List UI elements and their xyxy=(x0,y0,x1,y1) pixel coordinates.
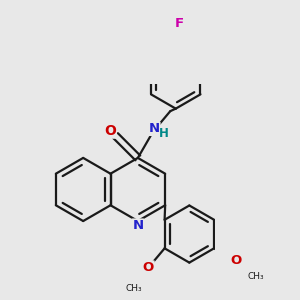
Text: O: O xyxy=(104,124,116,138)
Text: O: O xyxy=(143,261,154,274)
Text: H: H xyxy=(158,127,168,140)
Text: O: O xyxy=(230,254,241,267)
Text: CH₃: CH₃ xyxy=(248,272,264,281)
Text: N: N xyxy=(132,219,143,232)
Text: F: F xyxy=(175,17,184,30)
Text: CH₃: CH₃ xyxy=(126,284,142,293)
Text: N: N xyxy=(149,122,160,135)
